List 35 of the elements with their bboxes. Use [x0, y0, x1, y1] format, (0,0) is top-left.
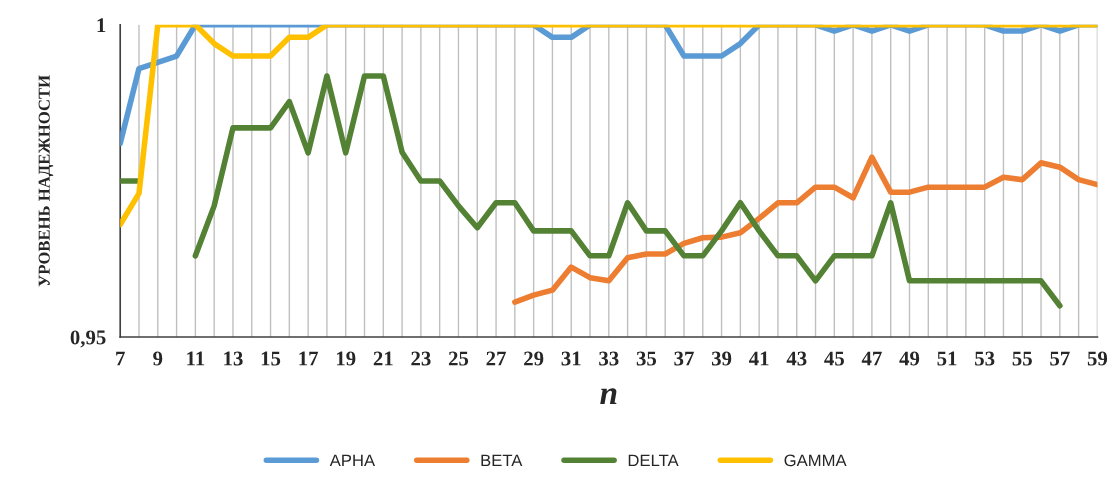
x-tick-label: 39 — [711, 351, 732, 366]
legend-label: GAMMA — [784, 454, 847, 467]
x-tick-label: 43 — [786, 351, 807, 366]
x-tick-label: 7 — [116, 351, 125, 366]
x-tick-label: 47 — [861, 351, 882, 366]
x-tick-label: 51 — [937, 351, 957, 366]
x-tick-label: 15 — [261, 351, 281, 366]
x-tick-label: 21 — [373, 351, 393, 366]
x-tick-label: 55 — [1012, 351, 1032, 366]
x-tick-label: 37 — [674, 351, 694, 366]
y-tick-label: 1 — [97, 18, 106, 33]
x-tick-label: 17 — [299, 351, 319, 366]
x-tick-label: 45 — [824, 351, 844, 366]
x-tick-label: 11 — [187, 351, 205, 366]
y-tick-label: 0,95 — [70, 330, 106, 348]
x-tick-label: 33 — [599, 351, 619, 366]
x-tick-label: 23 — [411, 351, 431, 366]
x-tick-label: 57 — [1050, 351, 1070, 366]
x-tick-label: 49 — [899, 351, 920, 366]
x-tick-label: 35 — [636, 351, 657, 366]
y-axis-title: УРОВЕНЬ НАДЕЖНОСТИ — [38, 75, 54, 287]
legend-label: APHA — [329, 454, 376, 467]
x-tick-label: 25 — [448, 351, 469, 366]
x-tick-label: 27 — [486, 351, 506, 366]
x-tick-label: 59 — [1087, 351, 1108, 366]
legend-label: DELTA — [628, 454, 679, 467]
x-tick-label: 9 — [153, 351, 163, 366]
x-tick-label: 13 — [224, 351, 243, 366]
x-tick-label: 41 — [749, 351, 769, 366]
x-tick-label: 29 — [524, 351, 544, 366]
x-tick-label: 53 — [975, 351, 995, 366]
x-axis-title: n — [600, 388, 617, 405]
x-tick-label: 19 — [336, 351, 356, 366]
legend-label: BETA — [481, 454, 523, 467]
x-tick-label: 31 — [561, 351, 581, 366]
